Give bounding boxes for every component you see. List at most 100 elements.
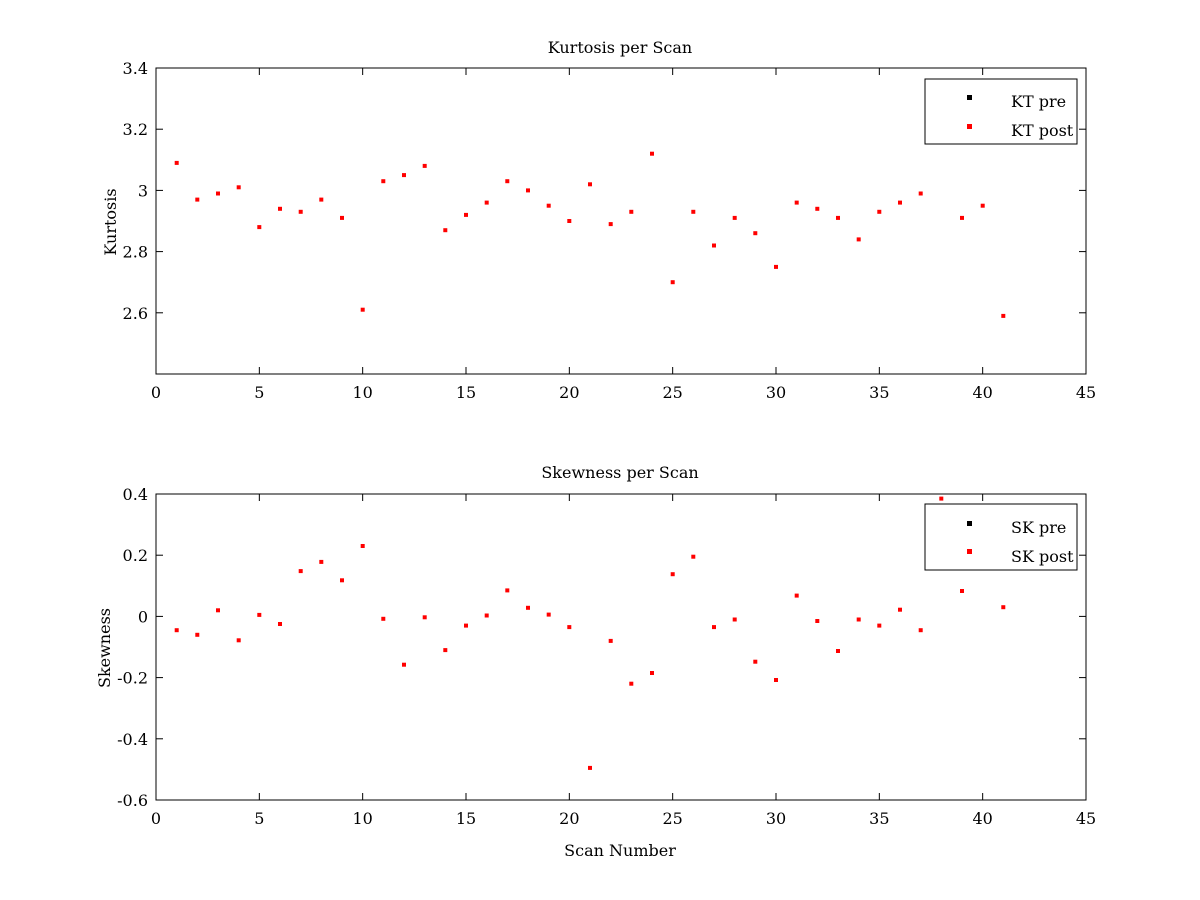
skewness-point-series-1 (257, 612, 262, 617)
kurtosis-point-series-1 (608, 222, 613, 227)
skewness-point-series-1 (298, 569, 303, 574)
skewness-ytick-label: -0.4 (117, 730, 148, 749)
legend-label-kt-post: KT post (1011, 121, 1074, 140)
skewness-point-series-1 (856, 617, 861, 622)
kurtosis-point-series-1 (588, 182, 592, 187)
kurtosis-point-series-1 (422, 163, 427, 168)
skewness-point-series-1 (753, 659, 758, 664)
skewness-point-series-1 (1001, 605, 1006, 610)
kurtosis-point-series-1 (174, 160, 179, 165)
skewness-point-series-1 (174, 628, 179, 633)
skewness-points (174, 496, 1006, 770)
skewness-legend-box (924, 503, 1078, 571)
skewness-xtick-label: 0 (151, 809, 161, 828)
skewness-point-series-1 (815, 619, 820, 623)
kurtosis-point-series-1 (278, 206, 282, 211)
kurtosis-ticks: 0 5 10 15 20 25 30 35 40 45 2.6 2.8 3 3.2 3.4 (123, 59, 1097, 402)
skewness-xtick-label: 10 (352, 809, 372, 828)
legend-marker-kt-post (967, 124, 972, 129)
skewness-point-series-1 (319, 559, 324, 564)
skewness-plot-title: Skewness per Scan (541, 463, 698, 482)
skewness-xtick-label: 30 (766, 809, 786, 828)
kurtosis-point-series-1 (340, 215, 344, 220)
legend-label-sk-pre: SK pre (1011, 518, 1066, 537)
skewness-point-series-1 (484, 613, 489, 618)
kurtosis-point-series-1 (980, 203, 985, 208)
skewness-ytick-label: -0.6 (117, 791, 148, 810)
kurtosis-point-series-1 (774, 264, 778, 269)
skewness-point-series-1 (381, 616, 386, 621)
kurtosis-xtick-label: 40 (972, 383, 992, 402)
kurtosis-point-series-1 (484, 200, 489, 205)
kurtosis-point-series-1 (505, 179, 510, 184)
skewness-point-series-1 (774, 678, 778, 682)
skewness-x-axis-label: Scan Number (564, 841, 676, 860)
kurtosis-point-series-1 (691, 209, 696, 214)
skewness-point-series-1 (443, 648, 448, 653)
skewness-point-series-1 (918, 628, 923, 633)
kurtosis-points (174, 151, 1006, 318)
skewness-point-series-1 (402, 662, 406, 667)
skewness-point-series-1 (422, 615, 427, 620)
kurtosis-point-series-1 (753, 231, 758, 236)
skewness-point-series-1 (670, 572, 675, 577)
skewness-point-series-1 (464, 623, 468, 628)
kurtosis-point-series-1 (298, 209, 303, 214)
kurtosis-point-series-1 (236, 185, 241, 190)
skewness-point-series-1 (546, 612, 551, 617)
kurtosis-xtick-label: 20 (559, 383, 579, 402)
kurtosis-y-axis-label: Kurtosis (101, 188, 120, 255)
skewness-point-series-1 (794, 593, 799, 598)
skewness-point-series-1 (877, 623, 882, 628)
kurtosis-axes-box (155, 67, 1087, 375)
skewness-point-series-1 (340, 578, 344, 583)
kurtosis-point-series-1 (650, 151, 654, 156)
skewness-xtick-label: 40 (972, 809, 992, 828)
skewness-ytick-label: 0.4 (123, 485, 148, 504)
skewness-point-series-1 (712, 625, 716, 630)
kurtosis-point-series-1 (216, 191, 220, 196)
legend-label-kt-pre: KT pre (1011, 92, 1066, 111)
kurtosis-ytick-label: 2.6 (123, 304, 148, 323)
kurtosis-ytick-label: 3.4 (123, 59, 148, 78)
kurtosis-xtick-label: 25 (662, 383, 682, 402)
kurtosis-ytick-label: 2.8 (123, 243, 148, 262)
legend-marker-sk-post (967, 549, 972, 554)
legend-label-sk-post: SK post (1011, 547, 1074, 566)
skewness-point-series-1 (236, 638, 241, 643)
skewness-point-series-1 (278, 622, 282, 626)
kurtosis-point-series-1 (712, 243, 716, 248)
kurtosis-point-series-1 (877, 209, 882, 214)
kurtosis-point-series-1 (670, 280, 675, 285)
skewness-xtick-label: 5 (254, 809, 264, 828)
kurtosis-xtick-label: 30 (766, 383, 786, 402)
skewness-point-series-1 (567, 625, 572, 630)
kurtosis-point-series-1 (856, 237, 861, 242)
skewness-xtick-label: 35 (869, 809, 889, 828)
legend-marker-kt-pre (967, 95, 972, 100)
skewness-point-series-1 (526, 605, 530, 610)
kurtosis-point-series-1 (898, 200, 902, 205)
kurtosis-point-series-1 (360, 307, 365, 312)
kurtosis-point-series-1 (526, 188, 530, 193)
skewness-ytick-label: 0.2 (123, 546, 148, 565)
skewness-point-series-1 (836, 649, 840, 653)
skewness-point-series-1 (939, 496, 944, 501)
kurtosis-plot: Kurtosis per Scan Kurtosis 0 5 10 15 20 25 30 3… (101, 38, 1096, 402)
skewness-axes-box (155, 493, 1087, 801)
skewness-point-series-1 (195, 632, 200, 637)
skewness-point-series-1 (732, 617, 737, 622)
kurtosis-point-series-1 (732, 215, 737, 220)
kurtosis-point-series-1 (918, 191, 923, 196)
skewness-point-series-1 (898, 607, 902, 612)
skewness-point-series-1 (360, 544, 365, 548)
skewness-point-series-1 (629, 681, 634, 686)
kurtosis-point-series-1 (629, 209, 634, 214)
skewness-ytick-label: 0 (138, 607, 148, 626)
legend-marker-sk-pre (967, 521, 972, 526)
skewness-ytick-label: -0.2 (117, 669, 148, 688)
skewness-point-series-1 (588, 765, 592, 770)
skewness-point-series-1 (650, 671, 654, 675)
